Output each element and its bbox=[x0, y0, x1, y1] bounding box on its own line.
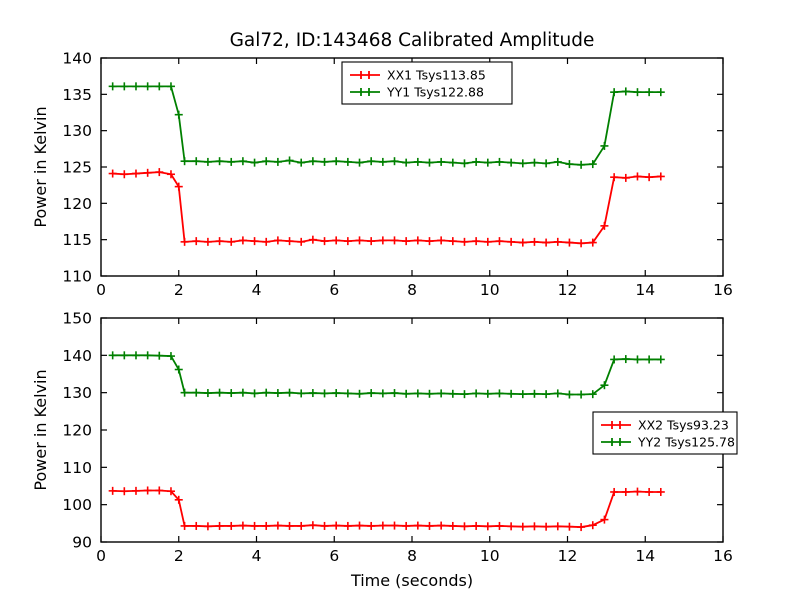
panel-bottom-ylabel: Power in Kelvin bbox=[31, 369, 50, 490]
xtick-label: 12 bbox=[558, 547, 578, 565]
xtick-label: 10 bbox=[480, 547, 500, 565]
chart-title: Gal72, ID:143468 Calibrated Amplitude bbox=[230, 30, 595, 51]
xtick-label: 12 bbox=[558, 281, 578, 299]
ytick-label: 130 bbox=[62, 122, 92, 140]
legend-label: XX1 Tsys113.85 bbox=[387, 68, 486, 83]
ytick-label: 140 bbox=[62, 50, 92, 68]
xtick-label: 4 bbox=[252, 547, 262, 565]
ytick-label: 125 bbox=[62, 159, 92, 177]
legend-box bbox=[341, 61, 513, 105]
panel-top: 0 2 4 6 8 10 12 14 16 110 115 120 125 130 135 140 Power … bbox=[31, 50, 733, 300]
ytick-label: 115 bbox=[62, 231, 92, 249]
legend-box bbox=[592, 411, 738, 455]
ytick-label: 150 bbox=[62, 310, 92, 328]
xtick-label: 16 bbox=[713, 281, 733, 299]
legend-label: XX2 Tsys93.23 bbox=[638, 418, 729, 433]
panel-top-ylabel: Power in Kelvin bbox=[31, 106, 50, 227]
series-1 bbox=[108, 168, 665, 248]
ytick-label: 140 bbox=[62, 347, 92, 365]
ytick-label: 120 bbox=[62, 422, 92, 440]
ytick-label: 100 bbox=[62, 496, 92, 514]
xtick-label: 8 bbox=[407, 547, 417, 565]
legend-label: YY1 Tsys122.88 bbox=[386, 85, 484, 100]
panel-bottom: 0 2 4 6 8 10 12 14 16 90 100 110 120 130 140 150 Power i… bbox=[31, 310, 738, 590]
series-line bbox=[112, 171, 661, 245]
xtick-label: 2 bbox=[174, 281, 184, 299]
series-line bbox=[112, 489, 661, 528]
xtick-label: 4 bbox=[252, 281, 262, 299]
series-2 bbox=[108, 82, 665, 169]
panel-top-legend: XX1 Tsys113.85 YY1 Tsys122.88 bbox=[341, 61, 513, 105]
series-2 bbox=[108, 351, 665, 399]
ytick-label: 110 bbox=[62, 459, 92, 477]
xtick-label: 2 bbox=[174, 547, 184, 565]
series-1 bbox=[108, 486, 665, 532]
xtick-label: 10 bbox=[480, 281, 500, 299]
xtick-label: 14 bbox=[635, 281, 655, 299]
xtick-label: 14 bbox=[635, 547, 655, 565]
panel-bottom-xlabel: Time (seconds) bbox=[350, 571, 473, 590]
ytick-label: 90 bbox=[72, 534, 92, 552]
legend-label: YY2 Tsys125.78 bbox=[637, 435, 735, 450]
xtick-label: 8 bbox=[407, 281, 417, 299]
panel-bottom-legend: XX2 Tsys93.23 YY2 Tsys125.78 bbox=[592, 411, 738, 455]
ytick-label: 135 bbox=[62, 86, 92, 104]
xtick-label: 0 bbox=[96, 547, 106, 565]
xtick-label: 0 bbox=[96, 281, 106, 299]
ytick-label: 130 bbox=[62, 384, 92, 402]
xtick-label: 16 bbox=[713, 547, 733, 565]
xtick-label: 6 bbox=[329, 547, 339, 565]
ytick-label: 110 bbox=[62, 268, 92, 286]
xtick-label: 6 bbox=[329, 281, 339, 299]
series-line bbox=[112, 354, 661, 396]
ytick-label: 120 bbox=[62, 195, 92, 213]
